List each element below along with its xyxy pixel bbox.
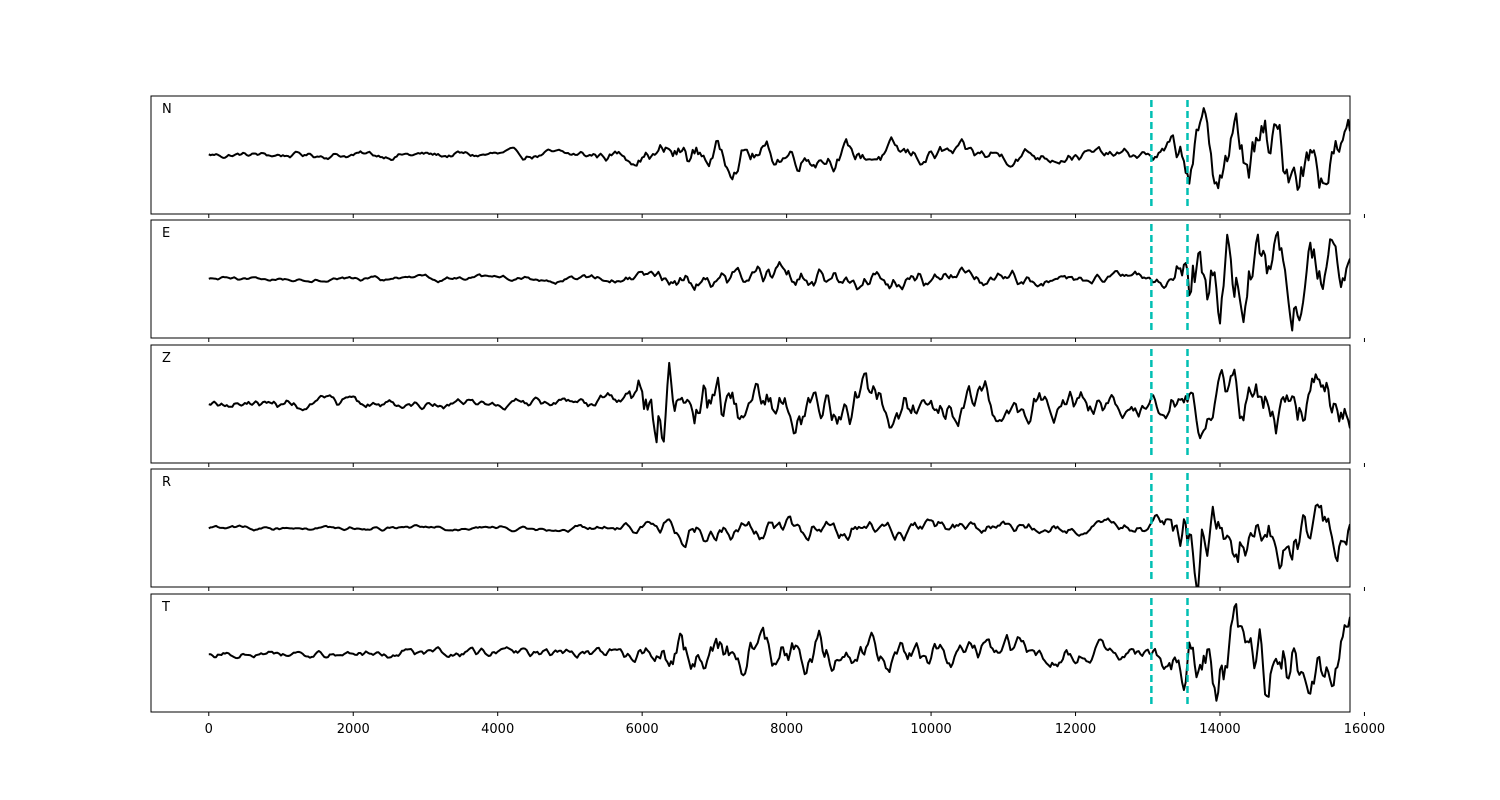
- panel-frame: [150, 344, 1351, 464]
- x-tick-label: 14000: [1199, 722, 1240, 737]
- panel-frame: [150, 219, 1351, 339]
- panel-frame: [150, 95, 1351, 215]
- x-tick-label: 16000: [1344, 722, 1385, 737]
- x-axis: 0 2000 4000 6000 8000 10000 12000 14000 16000: [205, 722, 1385, 737]
- panel-frame: [150, 593, 1351, 713]
- trace-n: [208, 107, 1350, 191]
- panel-label-n: N: [162, 102, 172, 117]
- trace-e: [208, 231, 1350, 332]
- panel-z: Z: [150, 344, 1365, 467]
- panel-label-z: Z: [162, 351, 171, 366]
- panel-t: T: [150, 593, 1365, 716]
- panel-label-e: E: [162, 226, 170, 241]
- x-tick-label: 2000: [337, 722, 370, 737]
- x-tick-label: 4000: [481, 722, 514, 737]
- panel-label-t: T: [161, 600, 170, 615]
- panel-label-r: R: [162, 475, 171, 490]
- x-tick-label: 12000: [1055, 722, 1096, 737]
- trace-z: [208, 361, 1350, 444]
- trace-t: [208, 603, 1350, 702]
- trace-r: [208, 503, 1350, 587]
- panel-frame: [150, 468, 1351, 588]
- x-tick-label: 0: [205, 722, 213, 737]
- x-tick-label: 6000: [626, 722, 659, 737]
- panel-r: R: [150, 468, 1365, 591]
- panel-e: E: [150, 219, 1365, 342]
- x-tick-label: 10000: [910, 722, 951, 737]
- x-tick-label: 8000: [770, 722, 803, 737]
- panel-n: N: [150, 95, 1365, 218]
- panels-group: N E Z R T: [150, 95, 1365, 716]
